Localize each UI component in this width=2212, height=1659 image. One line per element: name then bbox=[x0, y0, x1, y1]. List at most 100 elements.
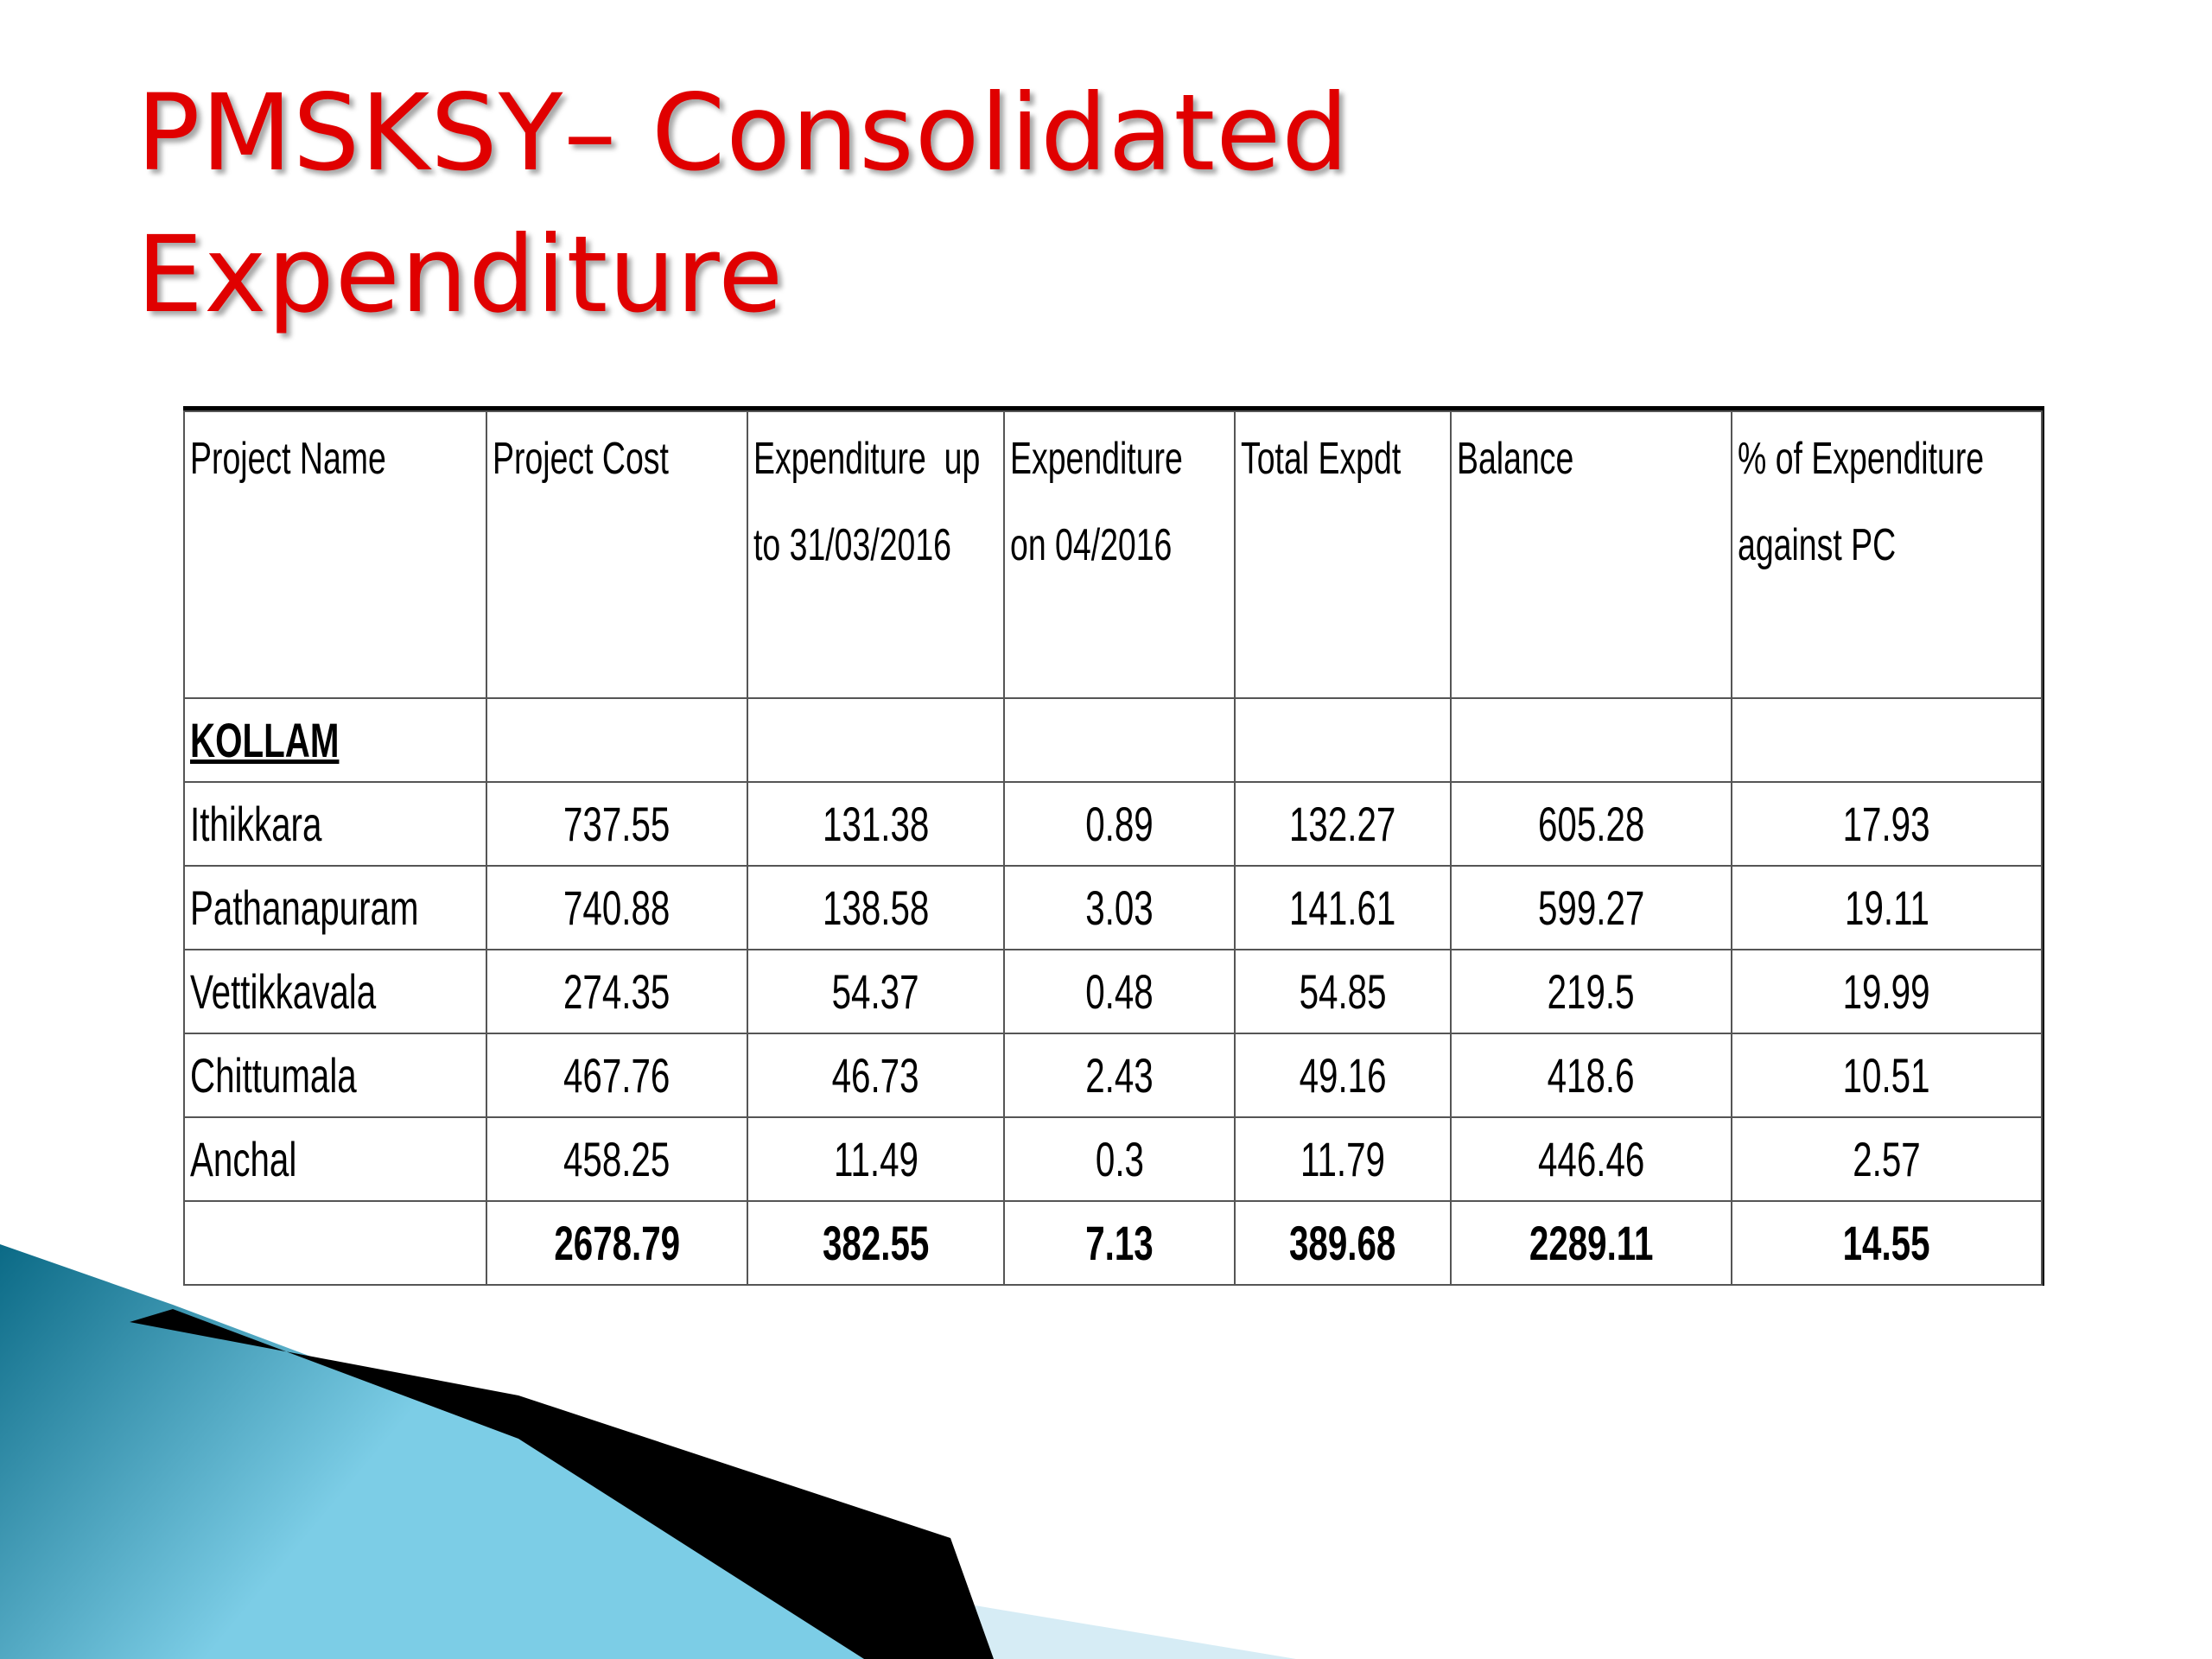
cell-text: 7.13 bbox=[1085, 1216, 1154, 1270]
cell-text: 2678.79 bbox=[554, 1216, 680, 1270]
title-line-2: Expenditure bbox=[137, 213, 785, 336]
column-header: % of Expenditure against PC bbox=[1731, 410, 2043, 699]
cell-text: 458.25 bbox=[563, 1132, 671, 1186]
expenditure-table-container: Project Name Project Cost Expenditure up to… bbox=[183, 406, 2044, 1286]
table-row: Chittumala 467.76 46.73 2.43 49.16 418.6 10.51 bbox=[183, 1033, 2043, 1118]
value-cell: 2289.11 bbox=[1450, 1200, 1732, 1286]
cell-text: 274.35 bbox=[563, 964, 671, 1019]
cell-text: 0.48 bbox=[1085, 964, 1154, 1019]
column-header-text: Expenditure up to 31/03/2016 bbox=[753, 416, 1000, 588]
value-cell: 132.27 bbox=[1234, 781, 1452, 867]
cell-text: 3.03 bbox=[1085, 880, 1154, 935]
column-header-text: Balance bbox=[1457, 416, 1727, 502]
project-name-cell bbox=[183, 1200, 487, 1286]
value-cell: 3.03 bbox=[1003, 865, 1236, 950]
empty-cell bbox=[1003, 697, 1236, 783]
value-cell: 11.79 bbox=[1234, 1116, 1452, 1202]
cell-text: 17.93 bbox=[1843, 797, 1930, 851]
column-header-text: Total Expdt bbox=[1241, 416, 1446, 502]
cell-text: 19.99 bbox=[1843, 964, 1930, 1019]
cell-text: Vettikkavala bbox=[190, 964, 377, 1019]
value-cell: 446.46 bbox=[1450, 1116, 1732, 1202]
column-header-line: % of Expenditure bbox=[1738, 434, 1985, 484]
cell-text: 2.43 bbox=[1085, 1048, 1154, 1103]
cell-text: 446.46 bbox=[1537, 1132, 1645, 1186]
cell-text: 54.37 bbox=[832, 964, 919, 1019]
column-header: Project Cost bbox=[486, 410, 748, 699]
cell-text: 14.55 bbox=[1843, 1216, 1930, 1270]
value-cell: 54.37 bbox=[747, 949, 1005, 1034]
column-header: Balance bbox=[1450, 410, 1732, 699]
value-cell: 2678.79 bbox=[486, 1200, 748, 1286]
cell-text: 49.16 bbox=[1299, 1048, 1387, 1103]
cell-text: 740.88 bbox=[563, 880, 671, 935]
cell-text: Pathanapuram bbox=[190, 880, 419, 935]
cell-text: 46.73 bbox=[832, 1048, 919, 1103]
value-cell: 49.16 bbox=[1234, 1033, 1452, 1118]
empty-cell bbox=[747, 697, 1005, 783]
empty-cell bbox=[1731, 697, 2043, 783]
column-header-line: Balance bbox=[1457, 434, 1574, 484]
value-cell: 7.13 bbox=[1003, 1200, 1236, 1286]
cell-text: 2.57 bbox=[1853, 1132, 1921, 1186]
project-name-cell: Pathanapuram bbox=[183, 865, 487, 950]
project-name-cell: Anchal bbox=[183, 1116, 487, 1202]
value-cell: 382.55 bbox=[747, 1200, 1005, 1286]
cell-text: 138.58 bbox=[822, 880, 930, 935]
cell-text: 418.6 bbox=[1548, 1048, 1635, 1103]
empty-cell bbox=[486, 697, 748, 783]
value-cell: 14.55 bbox=[1731, 1200, 2043, 1286]
swoosh-teal-band bbox=[0, 1244, 864, 1659]
value-cell: 467.76 bbox=[486, 1033, 748, 1118]
column-header-text: Project Cost bbox=[493, 416, 743, 502]
value-cell: 54.85 bbox=[1234, 949, 1452, 1034]
project-name-cell: Ithikkara bbox=[183, 781, 487, 867]
value-cell: 458.25 bbox=[486, 1116, 748, 1202]
value-cell: 141.61 bbox=[1234, 865, 1452, 950]
column-header-text: Expenditure on 04/2016 bbox=[1010, 416, 1230, 588]
value-cell: 599.27 bbox=[1450, 865, 1732, 950]
cell-text: 54.85 bbox=[1299, 964, 1387, 1019]
column-header: Expenditure up to 31/03/2016 bbox=[747, 410, 1005, 699]
column-header: Project Name bbox=[183, 410, 487, 699]
cell-text: Ithikkara bbox=[190, 797, 322, 851]
value-cell: 605.28 bbox=[1450, 781, 1732, 867]
decorative-swoosh bbox=[0, 1244, 1296, 1659]
value-cell: 2.57 bbox=[1731, 1116, 2043, 1202]
project-name-cell: Vettikkavala bbox=[183, 949, 487, 1034]
cell-text: Anchal bbox=[190, 1132, 297, 1186]
cell-text: 737.55 bbox=[563, 797, 671, 851]
cell-text: 131.38 bbox=[822, 797, 930, 851]
table-body: KOLLAM Ithikkara 737.55 131.38 0.89 132.27 605… bbox=[183, 697, 2043, 1286]
section-label: KOLLAM bbox=[190, 713, 340, 767]
table-row: Ithikkara 737.55 131.38 0.89 132.27 605.28 17.… bbox=[183, 781, 2043, 867]
column-header: Total Expdt bbox=[1234, 410, 1452, 699]
value-cell: 418.6 bbox=[1450, 1033, 1732, 1118]
column-header-line: Project Name bbox=[190, 434, 386, 484]
column-header-text: Project Name bbox=[190, 416, 483, 502]
value-cell: 138.58 bbox=[747, 865, 1005, 950]
cell-text: 0.3 bbox=[1095, 1132, 1144, 1186]
cell-text: 219.5 bbox=[1548, 964, 1635, 1019]
title-line-1: PMSKSY– Consolidated bbox=[137, 72, 1350, 194]
column-header-line: Project Cost bbox=[493, 434, 669, 484]
empty-cell bbox=[1450, 697, 1732, 783]
value-cell: 2.43 bbox=[1003, 1033, 1236, 1118]
cell-text: 11.79 bbox=[1300, 1132, 1385, 1186]
table-row: Vettikkavala 274.35 54.37 0.48 54.85 219.5 19.… bbox=[183, 949, 2043, 1034]
column-header-line: to 31/03/2016 bbox=[753, 520, 952, 570]
section-label-cell: KOLLAM bbox=[183, 697, 487, 783]
value-cell: 0.3 bbox=[1003, 1116, 1236, 1202]
table-header-row: Project Name Project Cost Expenditure up to… bbox=[183, 410, 2043, 699]
cell-text: 605.28 bbox=[1537, 797, 1645, 851]
cell-text: 2289.11 bbox=[1529, 1216, 1654, 1270]
cell-text: 599.27 bbox=[1537, 880, 1645, 935]
value-cell: 19.11 bbox=[1731, 865, 2043, 950]
column-header-line: Total Expdt bbox=[1241, 434, 1402, 484]
project-name-cell: Chittumala bbox=[183, 1033, 487, 1118]
cell-text: 132.27 bbox=[1289, 797, 1396, 851]
value-cell: 131.38 bbox=[747, 781, 1005, 867]
empty-cell bbox=[1234, 697, 1452, 783]
slide-title: PMSKSY– Consolidated Expenditure bbox=[137, 62, 1350, 346]
